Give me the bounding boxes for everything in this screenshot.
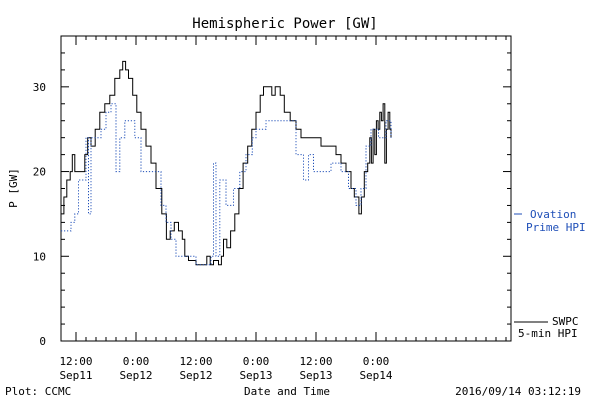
legend-ovation-label-2: Prime HPI [526, 221, 586, 234]
y-tick-label: 10 [33, 250, 46, 263]
x-tick-date-label: Sep12 [179, 369, 212, 382]
legend-swpc: SWPC 5-min HPI [514, 315, 579, 340]
legend-swpc-label-2: 5-min HPI [518, 327, 578, 340]
y-axis-label: P [GW] [7, 168, 20, 208]
x-tick-date-label: Sep13 [239, 369, 272, 382]
x-axis: 12:00Sep110:00Sep1212:00Sep120:00Sep1312… [59, 36, 507, 382]
legend-ovation: Ovation Prime HPI [514, 208, 586, 234]
y-tick-label: 20 [33, 166, 46, 179]
legend-ovation-label-1: Ovation [530, 208, 576, 221]
series-layer [61, 60, 392, 266]
x-tick-time-label: 0:00 [363, 355, 390, 368]
plot-credit: Plot: CCMC [5, 385, 71, 398]
y-tick-label: 30 [33, 81, 46, 94]
plot-frame [60, 35, 512, 342]
series-swpc-line [61, 60, 392, 266]
x-tick-date-label: Sep11 [59, 369, 92, 382]
x-tick-time-label: 12:00 [299, 355, 332, 368]
x-tick-time-label: 12:00 [179, 355, 212, 368]
x-tick-date-label: Sep12 [119, 369, 152, 382]
series-ovation-prime-line [61, 103, 392, 266]
y-tick-label: 0 [39, 335, 46, 348]
plot-timestamp: 2016/09/14 03:12:19 [455, 385, 581, 398]
y-axis: 0 10 20 30 [33, 52, 511, 348]
x-tick-time-label: 0:00 [243, 355, 270, 368]
x-tick-date-label: Sep13 [299, 369, 332, 382]
x-tick-time-label: 0:00 [123, 355, 150, 368]
legend-swpc-label-1: SWPC [552, 315, 579, 328]
chart-title: Hemispheric Power [GW] [192, 16, 377, 32]
x-tick-time-label: 12:00 [59, 355, 92, 368]
x-axis-label: Date and Time [244, 385, 330, 398]
x-tick-date-label: Sep14 [359, 369, 392, 382]
